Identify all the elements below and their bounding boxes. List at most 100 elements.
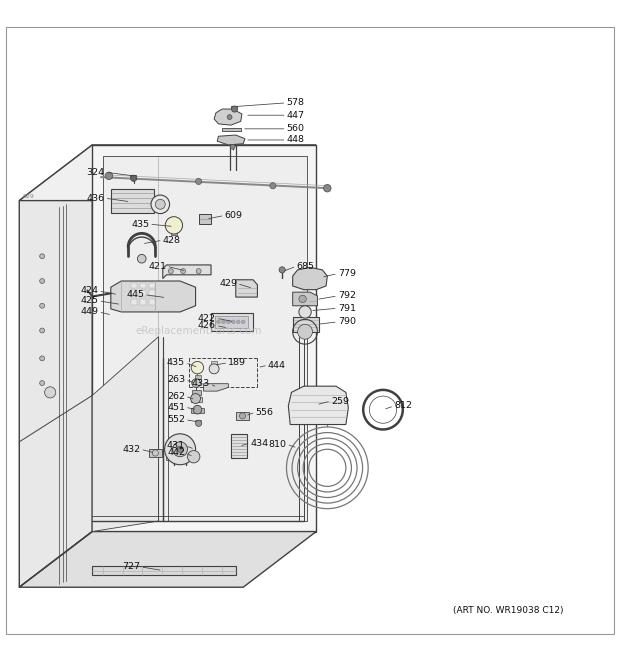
Circle shape	[196, 268, 201, 274]
Polygon shape	[19, 145, 92, 587]
Circle shape	[156, 200, 166, 210]
Text: 629: 629	[22, 194, 34, 200]
Text: 426: 426	[198, 321, 216, 330]
Text: 259: 259	[331, 397, 349, 405]
Circle shape	[299, 295, 306, 303]
Circle shape	[190, 393, 200, 403]
Polygon shape	[140, 299, 146, 305]
Circle shape	[192, 379, 200, 387]
Polygon shape	[192, 390, 201, 395]
Circle shape	[299, 306, 311, 318]
Polygon shape	[191, 408, 203, 413]
Text: 422: 422	[198, 313, 216, 323]
Polygon shape	[92, 336, 159, 531]
Circle shape	[165, 434, 195, 465]
Circle shape	[226, 320, 230, 324]
Text: 449: 449	[81, 307, 99, 317]
Polygon shape	[163, 265, 211, 278]
Text: 189: 189	[228, 358, 246, 367]
Circle shape	[40, 303, 45, 308]
Text: 436: 436	[87, 194, 105, 203]
Polygon shape	[103, 156, 307, 521]
Circle shape	[166, 217, 182, 234]
Polygon shape	[149, 299, 156, 305]
Text: 263: 263	[167, 375, 185, 385]
Circle shape	[40, 254, 45, 258]
Polygon shape	[131, 290, 137, 296]
Text: 433: 433	[192, 379, 210, 388]
Circle shape	[231, 320, 235, 324]
Circle shape	[177, 446, 183, 452]
Circle shape	[40, 278, 45, 284]
Polygon shape	[149, 290, 156, 296]
Polygon shape	[288, 386, 348, 424]
Text: 560: 560	[286, 124, 304, 134]
Circle shape	[151, 195, 170, 214]
Circle shape	[279, 267, 285, 273]
Text: 685: 685	[296, 262, 314, 270]
Text: 421: 421	[148, 262, 167, 270]
Polygon shape	[92, 145, 316, 531]
Circle shape	[216, 320, 220, 324]
Text: 556: 556	[255, 408, 273, 416]
Text: 812: 812	[394, 401, 412, 410]
Circle shape	[195, 420, 202, 426]
Circle shape	[180, 268, 185, 274]
Text: 609: 609	[224, 211, 242, 220]
Circle shape	[131, 175, 137, 181]
Polygon shape	[149, 283, 156, 288]
Circle shape	[324, 184, 331, 192]
Text: 578: 578	[286, 98, 304, 107]
Polygon shape	[236, 412, 249, 420]
Polygon shape	[211, 362, 217, 365]
Text: 435: 435	[167, 358, 185, 367]
Circle shape	[231, 106, 237, 112]
Text: 552: 552	[167, 415, 185, 424]
Circle shape	[298, 325, 312, 339]
Circle shape	[191, 362, 203, 374]
Text: 435: 435	[131, 219, 149, 229]
Polygon shape	[19, 531, 316, 587]
Circle shape	[172, 442, 187, 457]
Polygon shape	[203, 383, 228, 391]
Text: 324: 324	[87, 168, 105, 176]
Circle shape	[230, 144, 235, 149]
Circle shape	[241, 320, 245, 324]
Text: 451: 451	[167, 403, 185, 412]
Text: 792: 792	[338, 292, 356, 300]
Text: 434: 434	[250, 439, 268, 447]
Polygon shape	[222, 128, 241, 132]
Polygon shape	[231, 434, 247, 458]
Text: 791: 791	[338, 304, 356, 313]
Text: 431: 431	[167, 441, 185, 450]
Polygon shape	[111, 281, 195, 312]
Polygon shape	[131, 283, 137, 288]
Text: 810: 810	[268, 440, 286, 449]
Polygon shape	[198, 214, 211, 224]
Polygon shape	[215, 316, 248, 328]
Polygon shape	[92, 566, 236, 576]
Polygon shape	[195, 375, 200, 379]
Circle shape	[40, 381, 45, 385]
Circle shape	[195, 178, 202, 184]
Text: 428: 428	[163, 236, 181, 245]
Text: 790: 790	[338, 317, 356, 327]
Text: 445: 445	[126, 290, 144, 299]
Polygon shape	[172, 229, 177, 235]
Polygon shape	[140, 290, 146, 296]
Polygon shape	[149, 449, 162, 457]
Polygon shape	[293, 268, 327, 290]
Circle shape	[236, 320, 240, 324]
Text: 727: 727	[123, 563, 141, 571]
Text: 444: 444	[268, 361, 286, 369]
Polygon shape	[217, 135, 245, 145]
Polygon shape	[236, 280, 257, 297]
Polygon shape	[19, 145, 316, 200]
Polygon shape	[167, 457, 196, 461]
Text: eReplacementParts.com: eReplacementParts.com	[135, 325, 262, 336]
Circle shape	[187, 451, 200, 463]
Text: 262: 262	[167, 391, 185, 401]
Polygon shape	[190, 397, 202, 403]
Circle shape	[40, 356, 45, 361]
Circle shape	[105, 172, 113, 180]
